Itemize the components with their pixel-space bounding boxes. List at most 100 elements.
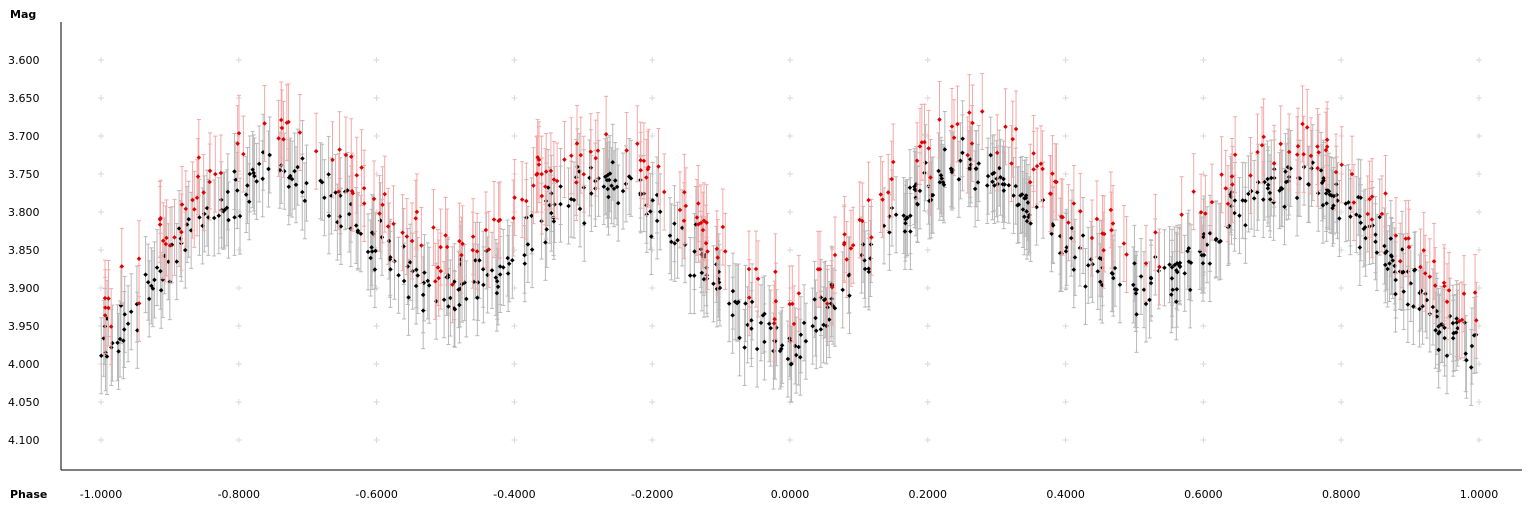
data-point [1436,347,1441,353]
grid-plus-marker [235,57,242,63]
data-point [1472,290,1478,295]
data-point [407,259,413,265]
data-point [1229,174,1235,179]
data-point [730,288,736,294]
data-point [638,157,643,163]
data-point [372,267,378,272]
data-point [1112,265,1118,271]
grid-plus-marker [1338,95,1345,101]
data-point [452,307,458,312]
data-point [154,265,160,270]
grid-plus-marker [98,133,104,139]
data-point [326,172,331,177]
data-point [1385,266,1390,272]
data-point [1327,192,1333,197]
data-point [1382,243,1387,249]
data-point [1265,182,1271,188]
data-point [1331,203,1336,208]
data-point [1187,287,1193,293]
data-point [358,231,364,236]
data-point [654,218,660,224]
grid-plus-marker [1476,247,1482,253]
data-point [1198,210,1204,215]
data-point [737,335,742,341]
data-point [967,110,972,115]
data-point [1267,190,1273,196]
grid-plus-marker [1200,133,1207,139]
data-point [1085,263,1091,268]
data-point [477,258,482,263]
data-point [1138,274,1144,279]
data-point [1373,239,1378,245]
data-point [812,297,817,302]
grid-plus-marker [1338,323,1345,329]
data-point [143,272,148,277]
data-point [581,171,587,177]
grid-plus-marker [373,171,380,177]
data-point [1369,217,1375,222]
data-point [421,280,427,286]
data-point [796,344,801,350]
data-point [387,257,393,262]
data-point [779,343,785,348]
grid-plus-marker [373,133,380,139]
data-point [157,222,163,227]
data-point [1169,292,1174,297]
data-point [821,297,827,303]
data-point [1134,287,1140,292]
data-point [1213,237,1219,243]
data-point [1294,195,1300,201]
data-point [730,312,735,318]
data-point [1271,161,1277,166]
data-point [486,247,492,252]
grid-plus-marker [924,437,931,443]
data-point [470,247,476,253]
data-point [1248,173,1253,178]
data-point [893,212,899,218]
data-point [973,166,979,172]
data-point [569,153,574,158]
data-point [1417,306,1422,312]
grid-plus-marker [373,57,380,63]
data-point [1101,247,1106,253]
data-point [1143,261,1149,266]
data-point [976,161,982,166]
grid-plus-marker [373,209,380,215]
grid-plus-marker [235,323,242,329]
data-point [1405,302,1411,307]
data-point [1049,231,1054,236]
data-point [505,255,510,261]
data-point [419,243,424,248]
data-point [491,217,497,222]
data-point [1167,262,1172,267]
data-point [1306,182,1311,187]
data-point [677,207,683,213]
data-point [420,292,426,298]
data-point [1237,213,1242,218]
data-point [506,261,512,267]
data-point [260,176,265,182]
data-point [818,327,824,332]
data-point [1278,141,1283,147]
data-point [348,154,354,160]
grid-plus-marker [1062,95,1069,101]
data-point [1469,343,1475,349]
grid-plus-marker [1476,323,1482,329]
data-point [1271,200,1276,205]
data-point [788,362,794,367]
data-point [1225,201,1231,206]
data-point [1265,186,1271,191]
data-point [1422,271,1428,276]
data-point [1269,175,1274,181]
data-point [1406,236,1411,241]
data-point [1003,124,1008,130]
data-point [720,224,726,230]
data-point [355,228,361,233]
data-point [174,259,179,264]
data-point [1207,261,1213,266]
data-point [1108,207,1114,213]
data-point [1255,149,1260,155]
grid-plus-marker [1062,437,1069,443]
grid-plus-marker [649,437,656,443]
grid-plus-marker [1476,209,1482,215]
